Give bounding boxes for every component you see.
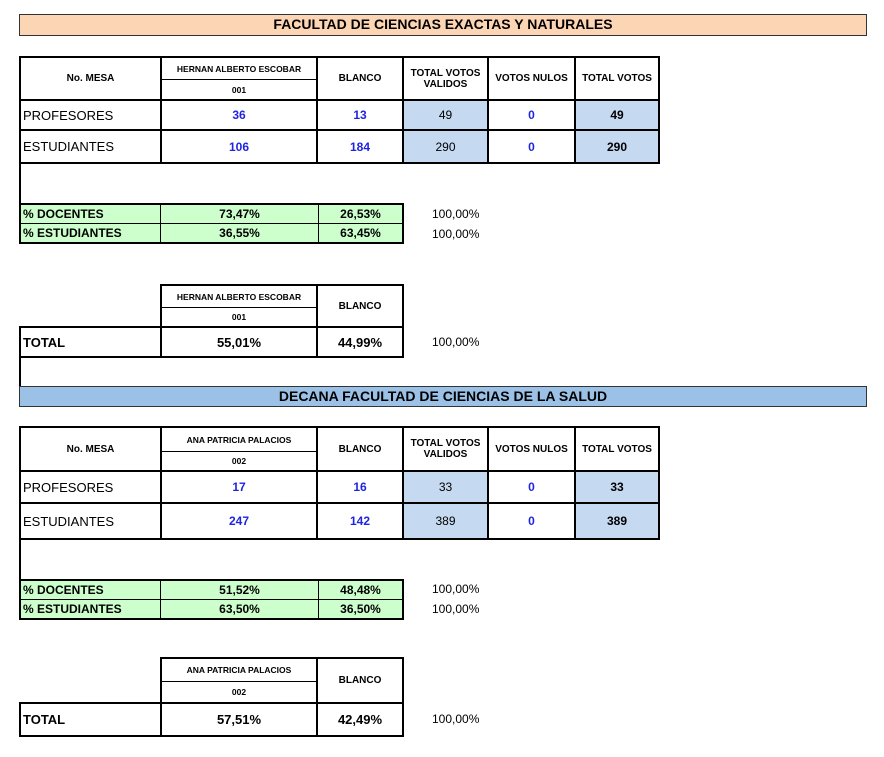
pct-row-label: % DOCENTES [23,583,104,597]
header-total-validos: TOTAL VOTOS VALIDOS [410,438,481,460]
row-null-votes: 0 [528,480,535,494]
row-candidate-votes: 247 [228,514,250,528]
pct-blanco: 36,50% [340,602,381,616]
header-votos-nulos: VOTOS NULOS [495,73,568,84]
row-null-votes: 0 [528,108,535,122]
pct-sum: 100,00% [432,207,480,221]
row-total-votes: 389 [606,514,628,528]
total-candidate-pct: 55,01% [216,334,262,350]
row-total-votes: 33 [610,480,624,494]
header-candidate-number: 001 [231,84,247,95]
row-blanco-votes: 184 [349,139,371,154]
pct-sum: 100,00% [432,582,480,596]
pct-sum: 100,00% [432,602,480,616]
row-blanco-votes: 13 [353,108,367,122]
header-votos-nulos: VOTOS NULOS [495,443,568,455]
row-total-votes: 49 [610,108,624,122]
pct-sum: 100,00% [432,227,480,241]
pct-candidate: 63,50% [219,602,260,616]
row-null-votes: 0 [528,139,535,154]
pct-candidate: 73,47% [219,207,260,221]
row-label: ESTUDIANTES [23,513,115,529]
pct-row-label: % ESTUDIANTES [23,226,122,240]
pct-row-label: % DOCENTES [23,207,104,221]
row-blanco-votes: 142 [349,514,371,528]
total-blanco-pct: 42,49% [337,712,383,727]
total-header-blanco: BLANCO [338,675,382,686]
header-mesa: No. MESA [66,443,115,455]
total-candidate-pct: 57,51% [216,712,262,727]
row-valid-votes: 33 [438,480,453,494]
total-header-candidate-number: 001 [231,312,247,322]
total-label: TOTAL [23,712,66,727]
total-sum-pct: 100,00% [432,712,480,726]
header-mesa: No. MESA [66,73,115,84]
row-blanco-votes: 16 [353,480,367,494]
section-title-salud: DECANA FACULTAD DE CIENCIAS DE LA SALUD [19,386,867,407]
header-total-validos: TOTAL VOTOS VALIDOS [410,67,481,90]
row-label: ESTUDIANTES [23,139,115,154]
row-valid-votes: 49 [438,108,453,122]
total-header-candidate: ANA PATRICIA PALACIOS [186,665,292,675]
row-candidate-votes: 106 [228,139,250,154]
row-label: PROFESORES [23,479,114,495]
pct-blanco: 63,45% [340,226,381,240]
row-total-votes: 290 [606,139,628,154]
total-blanco-pct: 44,99% [337,334,383,350]
row-valid-votes: 290 [435,139,456,154]
total-label: TOTAL [23,334,66,350]
total-header-blanco: BLANCO [338,300,382,312]
pct-blanco: 26,53% [340,207,381,221]
header-candidate-number: 002 [231,456,247,466]
header-candidate: HERNAN ALBERTO ESCOBAR [176,63,302,74]
header-blanco: BLANCO [338,443,382,455]
header-candidate: ANA PATRICIA PALACIOS [186,434,292,445]
row-null-votes: 0 [528,514,535,528]
pct-row-label: % ESTUDIANTES [23,602,122,616]
section-title-exactas: FACULTAD DE CIENCIAS EXACTAS Y NATURALES [19,14,867,36]
total-sum-pct: 100,00% [432,335,480,349]
header-total-votos: TOTAL VOTOS [582,443,652,455]
pct-candidate: 51,52% [219,583,260,597]
total-header-candidate: HERNAN ALBERTO ESCOBAR [176,291,302,302]
row-label: PROFESORES [23,107,114,123]
row-candidate-votes: 17 [232,480,246,494]
row-valid-votes: 389 [435,514,456,528]
header-total-votos: TOTAL VOTOS [582,73,652,84]
pct-blanco: 48,48% [340,583,381,597]
pct-candidate: 36,55% [219,226,260,240]
header-blanco: BLANCO [338,73,382,84]
total-header-candidate-number: 002 [231,687,247,697]
row-candidate-votes: 36 [232,108,246,122]
